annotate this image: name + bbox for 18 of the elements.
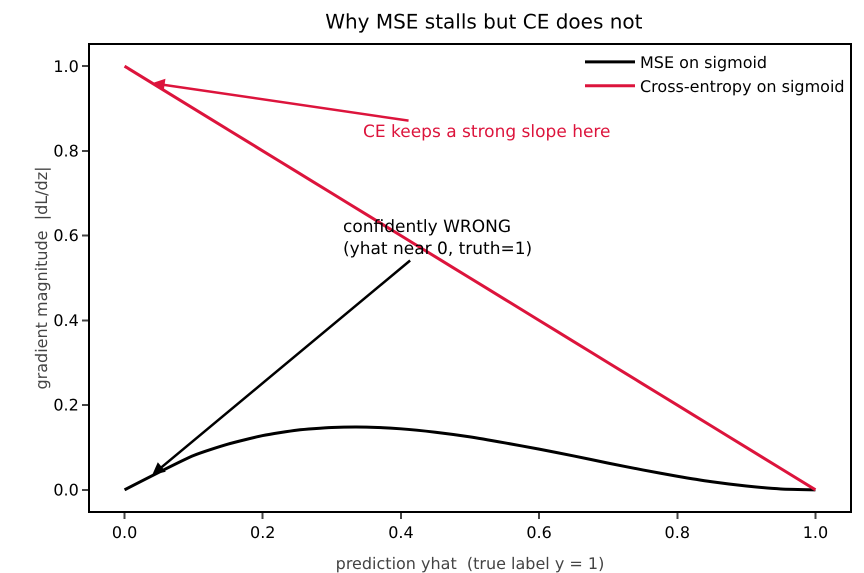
x-tick-label: 0.2 xyxy=(250,523,276,542)
y-axis-title: gradient magnitude |dL/dz| xyxy=(32,166,51,390)
x-tick-label: 0.4 xyxy=(388,523,414,542)
x-tick-label: 0.6 xyxy=(526,523,552,542)
y-tick-label: 0.6 xyxy=(53,226,79,246)
x-tick-label: 0.0 xyxy=(112,523,138,542)
chart-title: Why MSE stalls but CE does not xyxy=(325,9,643,34)
y-tick-label: 0.4 xyxy=(53,310,79,330)
legend-label: Cross-entropy on sigmoid xyxy=(640,76,845,96)
legend-label: MSE on sigmoid xyxy=(640,53,768,72)
y-tick-label: 0.0 xyxy=(53,480,79,500)
x-axis-title: prediction yhat (true label y = 1) xyxy=(336,554,604,573)
y-tick-label: 0.8 xyxy=(53,142,79,161)
annotation: CE keeps a strong slope here xyxy=(363,122,610,142)
y-tick-label: 1.0 xyxy=(53,56,79,76)
x-tick-label: 0.8 xyxy=(664,523,690,542)
y-tick-label: 0.2 xyxy=(53,396,79,415)
x-tick-label: 1.0 xyxy=(802,523,828,542)
